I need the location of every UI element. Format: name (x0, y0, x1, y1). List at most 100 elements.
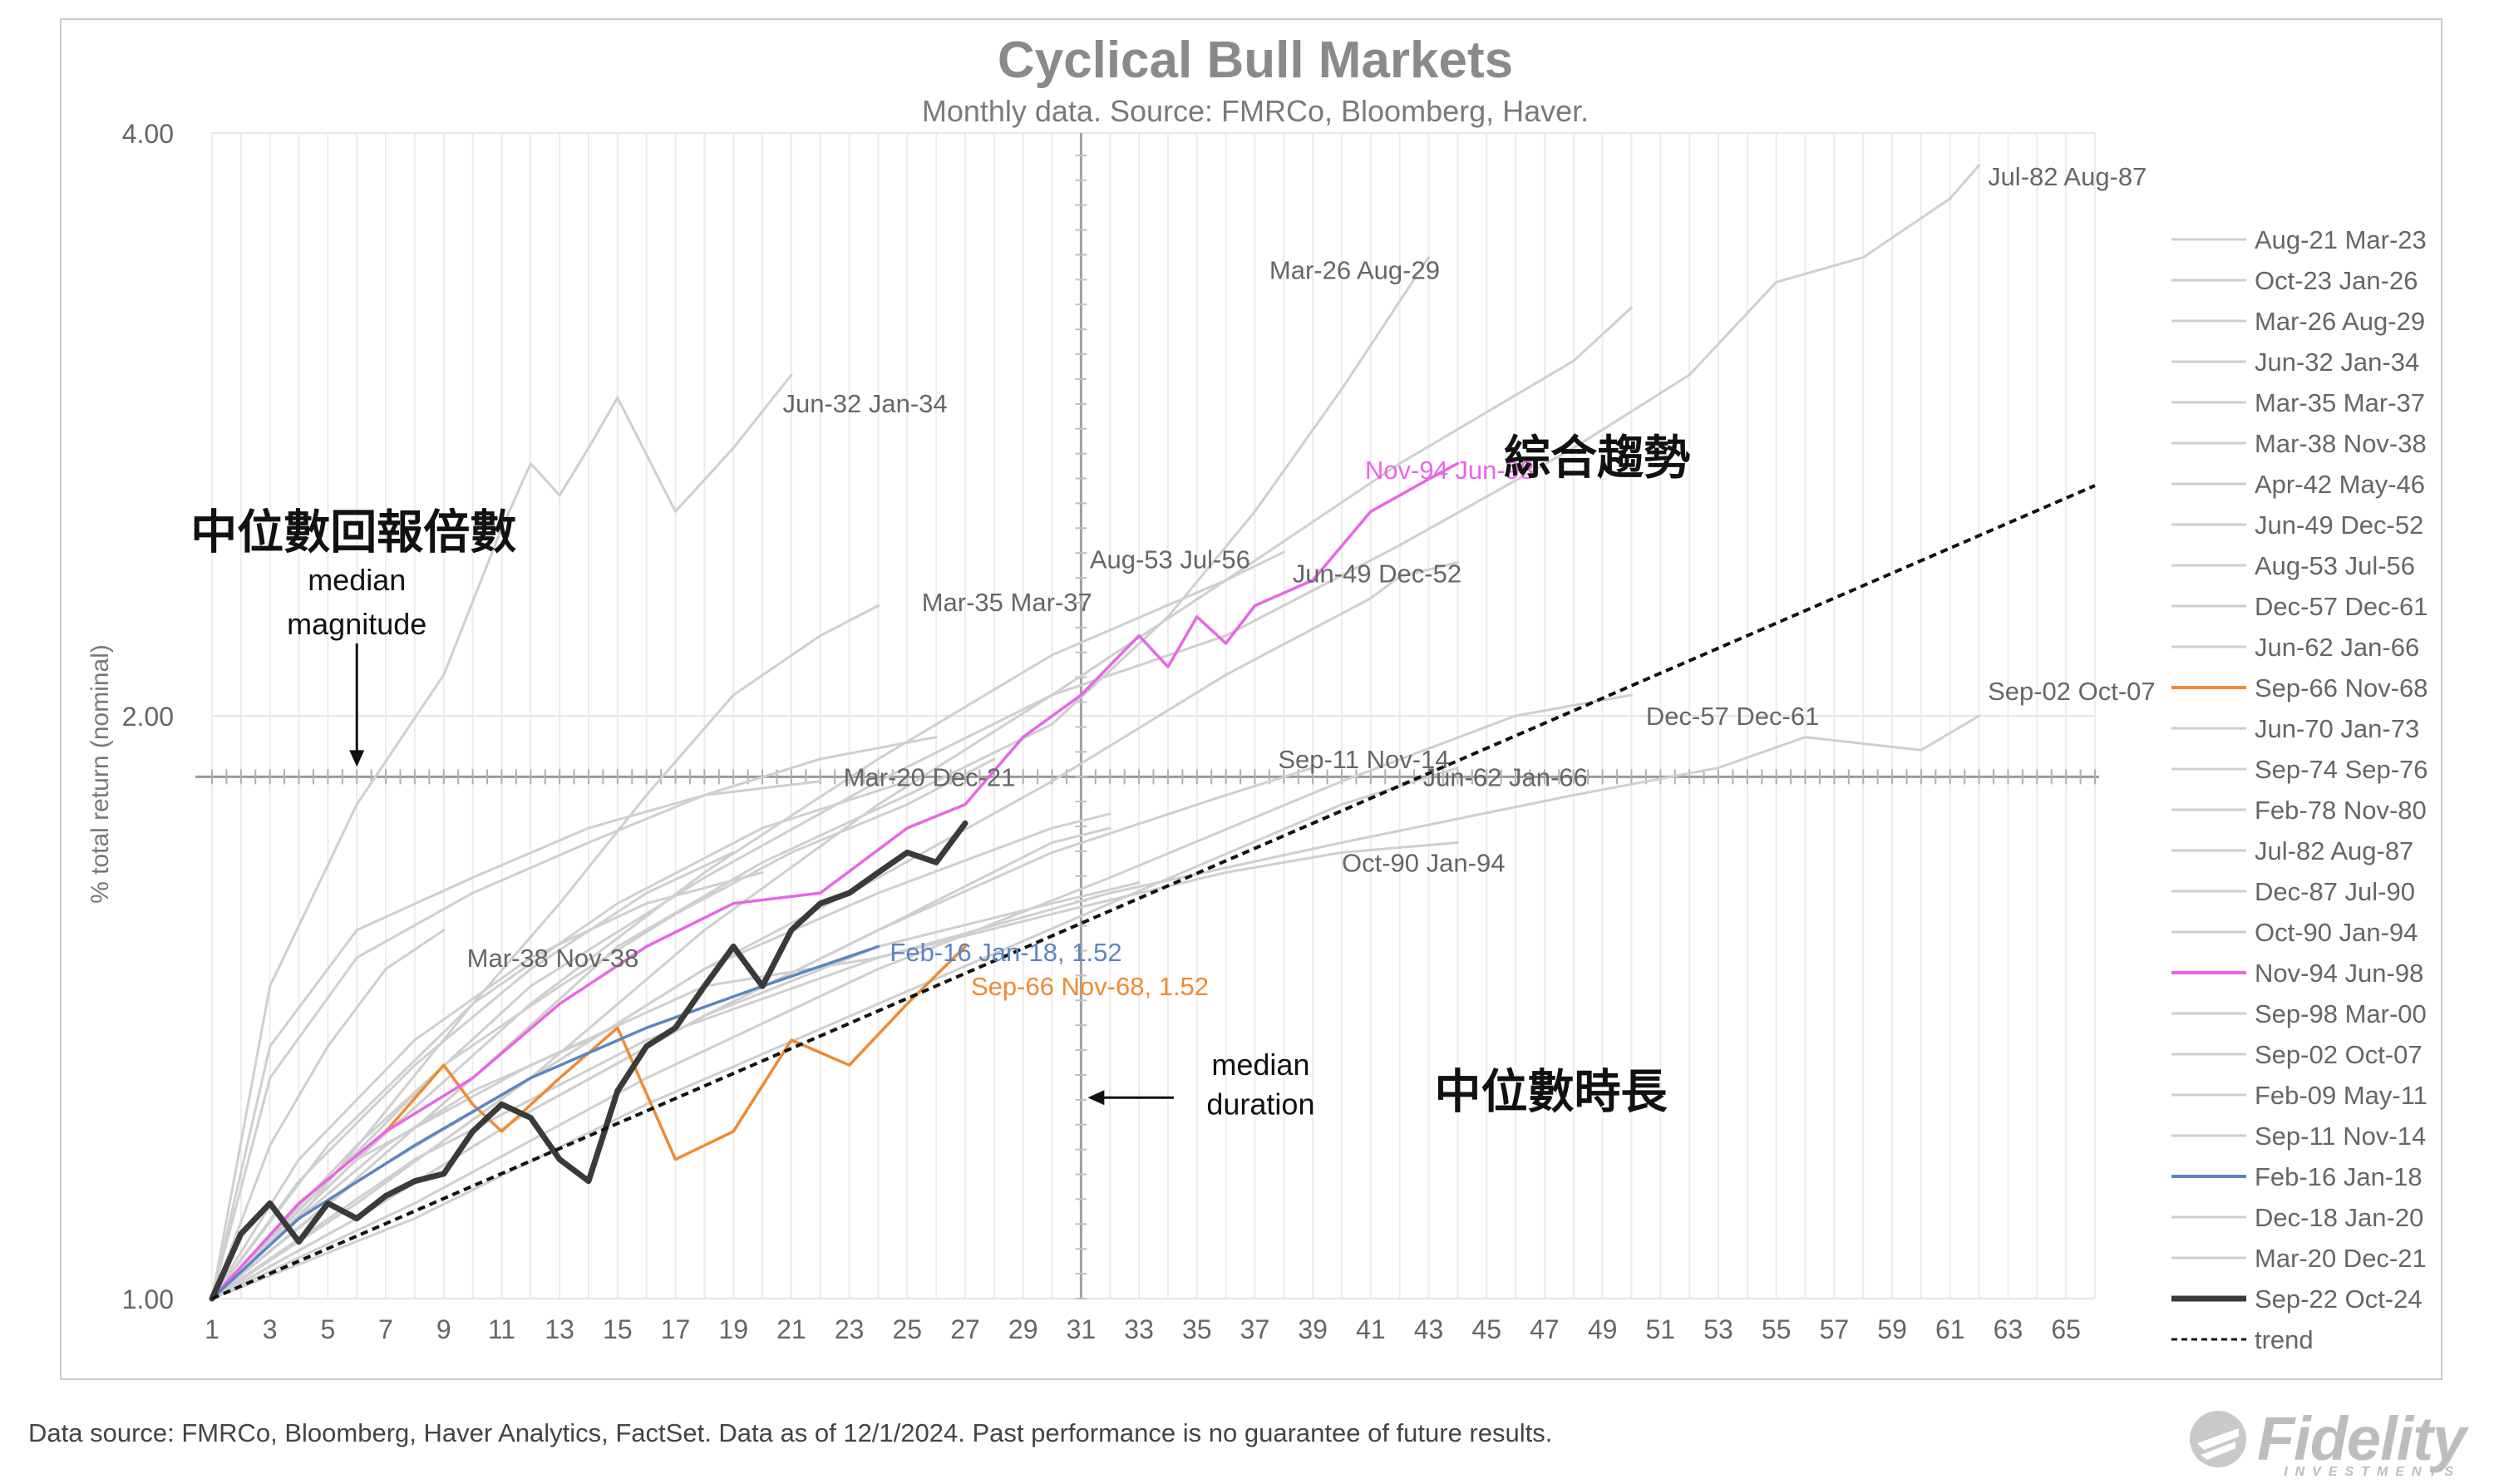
fidelity-mark-icon (2189, 1410, 2246, 1467)
x-tick-label: 35 (1182, 1314, 1212, 1344)
x-tick-label: 27 (950, 1314, 980, 1344)
x-tick-label: 3 (263, 1314, 278, 1344)
annotation-text: 中位數時長 (1435, 1065, 1668, 1119)
x-tick-label: 31 (1067, 1314, 1097, 1344)
series-line-mar-35-mar-37 (210, 604, 880, 1300)
series-line-mar-20-dec-21 (210, 780, 822, 1300)
legend-item: Sep-66 Nov-68 (2255, 673, 2428, 703)
series-line-dec-57-dec-61 (210, 693, 1633, 1300)
duration-arrow-head (1087, 1090, 1105, 1106)
series-line-sep-98-mar-00 (210, 850, 735, 1300)
series-line-sep-11-nov-14 (210, 767, 1314, 1300)
legend-item: Jun-49 Dec-52 (2255, 510, 2423, 540)
x-tick-label: 65 (2051, 1314, 2081, 1344)
chart-subtitle: Monthly data. Source: FMRCo, Bloomberg, … (922, 94, 1589, 128)
legend-item: Jun-70 Jan-73 (2255, 714, 2419, 743)
y-axis-label: % total return (nominal) (86, 644, 114, 904)
legend-item: Mar-20 Dec-21 (2255, 1244, 2427, 1273)
series-line-sep-22-oct-24 (209, 820, 969, 1302)
x-tick-label: 25 (893, 1314, 923, 1344)
legend-item: Sep-11 Nov-14 (2255, 1122, 2426, 1151)
data-source-footnote: Data source: FMRCo, Bloomberg, Haver Ana… (28, 1418, 1553, 1447)
x-tick-label: 41 (1356, 1314, 1386, 1344)
legend-item: Oct-23 Jan-26 (2255, 266, 2418, 295)
legend-item: Sep-22 Oct-24 (2255, 1284, 2423, 1314)
series-line-mar-38-nov-38 (210, 929, 446, 1300)
annotation-text: median (1211, 1048, 1309, 1082)
legend-item: Aug-21 Mar-23 (2255, 225, 2427, 254)
x-tick-label: 7 (378, 1314, 393, 1344)
series-label: Jul-82 Aug-87 (1988, 162, 2147, 191)
x-tick-label: 39 (1298, 1314, 1328, 1344)
fidelity-sub-wordmark: INVESTMENTS (2284, 1465, 2461, 1479)
legend-item: Aug-53 Jul-56 (2255, 551, 2415, 580)
series-line-aug-53-jul-56 (210, 550, 1285, 1300)
x-tick-label: 51 (1646, 1314, 1676, 1344)
magnitude-arrow-head (349, 750, 365, 767)
series-label: Feb-16 Jan-18, 1.52 (890, 938, 1121, 967)
series-label: Jun-32 Jan-34 (782, 389, 947, 418)
y-tick-label: 4.00 (122, 119, 174, 149)
series-label: Sep-02 Oct-07 (1988, 677, 2156, 706)
x-tick-label: 9 (436, 1314, 451, 1344)
x-tick-label: 43 (1414, 1314, 1444, 1344)
series-label: Mar-26 Aug-29 (1269, 255, 1440, 284)
x-tick-label: 11 (488, 1314, 515, 1344)
legend-item: Feb-09 May-11 (2255, 1081, 2427, 1110)
x-tick-label: 57 (1820, 1314, 1850, 1344)
x-tick-label: 61 (1935, 1314, 1965, 1344)
series-label: Mar-20 Dec-21 (844, 762, 1016, 791)
x-tick-label: 1 (205, 1314, 219, 1344)
legend-item: Sep-98 Mar-00 (2255, 999, 2427, 1028)
annotation-text: 中位數回報倍數 (190, 505, 516, 560)
series-line-jun-62-jan-66 (210, 767, 1459, 1300)
x-tick-label: 47 (1530, 1314, 1560, 1344)
x-tick-label: 19 (718, 1314, 748, 1344)
x-tick-label: 15 (603, 1314, 633, 1344)
legend-item: Mar-26 Aug-29 (2255, 307, 2425, 336)
legend-item: Sep-02 Oct-07 (2255, 1040, 2423, 1069)
legend-item: Feb-78 Nov-80 (2255, 796, 2427, 825)
series-line-aug-21-mar-23 (210, 870, 764, 1300)
annotation-text: 綜合趨勢 (1504, 431, 1690, 486)
series-label: Mar-35 Mar-37 (922, 588, 1092, 617)
series-label: Jun-62 Jan-66 (1423, 762, 1588, 791)
x-tick-label: 59 (1877, 1314, 1907, 1344)
legend-item: Mar-38 Nov-38 (2255, 429, 2427, 458)
x-tick-label: 17 (661, 1314, 691, 1344)
chart-svg: Cyclical Bull Markets Monthly data. Sourc… (86, 32, 2428, 1354)
legend-item: Jul-82 Aug-87 (2255, 836, 2413, 865)
series-label: Sep-11 Nov-14 (1278, 745, 1449, 774)
legend-item: Nov-94 Jun-98 (2255, 959, 2423, 988)
x-tick-label: 23 (835, 1314, 865, 1344)
series-label: Dec-57 Dec-61 (1646, 702, 1819, 731)
series-label: Oct-90 Jan-94 (1342, 848, 1505, 877)
series-line-feb-16-jan-18 (210, 944, 880, 1300)
chart-title: Cyclical Bull Markets (998, 32, 1513, 89)
x-tick-label: 63 (1994, 1314, 2023, 1344)
legend-item: trend (2255, 1325, 2314, 1354)
trend-line (211, 484, 2096, 1300)
annotation-text: magnitude (287, 607, 426, 641)
x-tick-label: 5 (320, 1314, 335, 1344)
series-line-sep-02-oct-07 (210, 714, 1981, 1300)
series-line-feb-09-may-11 (210, 736, 938, 1300)
series-label: Aug-53 Jul-56 (1090, 545, 1250, 574)
legend-item: Dec-57 Dec-61 (2255, 592, 2427, 621)
series-label: Sep-66 Nov-68, 1.52 (971, 972, 1209, 1001)
y-tick-label: 1.00 (122, 1284, 174, 1314)
fidelity-wordmark: Fidelity (2256, 1404, 2467, 1473)
x-tick-label: 21 (776, 1314, 806, 1344)
annotation-text: duration (1206, 1087, 1314, 1121)
legend-item: Jun-62 Jan-66 (2255, 633, 2419, 662)
x-tick-label: 37 (1240, 1314, 1270, 1344)
x-tick-label: 45 (1471, 1314, 1501, 1344)
series-line-nov-94-jun-98 (210, 461, 1460, 1300)
legend-item: Apr-42 May-46 (2255, 470, 2425, 499)
series-line-jul-82-aug-87 (210, 164, 1981, 1300)
x-tick-label: 49 (1588, 1314, 1618, 1344)
legend-item: Feb-16 Jan-18 (2255, 1162, 2423, 1191)
legend-item: Dec-87 Jul-90 (2255, 877, 2415, 906)
x-tick-label: 55 (1762, 1314, 1792, 1344)
x-tick-label: 29 (1008, 1314, 1038, 1344)
